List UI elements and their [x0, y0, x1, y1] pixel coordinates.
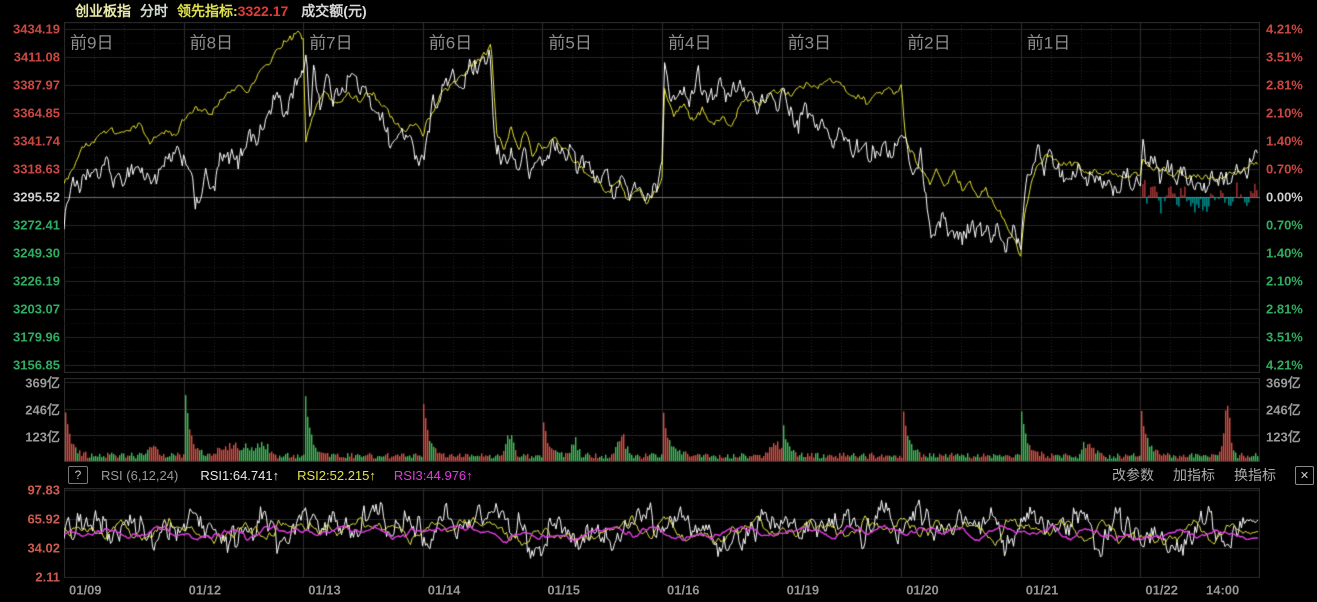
rsi-chart-canvas[interactable]	[64, 488, 1260, 578]
percent-axis-label: 3.51%	[1266, 329, 1303, 345]
percent-axis-label: 1.40%	[1266, 133, 1303, 149]
chart-mode-label: 分时	[140, 2, 168, 19]
percent-axis-label: 0.70%	[1266, 217, 1303, 233]
percent-axis-label: 0.70%	[1266, 161, 1303, 177]
time-axis-label: 01/14	[427, 582, 461, 598]
time-axis-label: 01/16	[667, 582, 700, 598]
rsi1-value: RSI1:64.741↑	[200, 467, 280, 483]
price-axis-label: 3203.07	[13, 301, 60, 317]
price-axis-label: 3272.41	[13, 217, 60, 233]
rsi2-value: RSI2:52.215↑	[297, 467, 376, 483]
price-axis-label: 3364.85	[13, 105, 60, 121]
rsi-panel-header: ? RSI (6,12,24) RSI1:64.741↑ RSI2:52.215…	[64, 463, 473, 487]
leading-indicator-label: 领先指标:	[177, 2, 238, 19]
rsi-indicator-name: RSI (6,12,24)	[101, 467, 179, 483]
percent-axis-label: 4.21%	[1266, 357, 1303, 373]
rsi-axis-label: 2.11	[35, 569, 60, 585]
volume-axis-label-right: 246亿	[1266, 402, 1301, 418]
turnover-label: 成交额(元)	[301, 2, 367, 19]
price-axis-label: 3179.96	[13, 329, 60, 345]
main-price-chart-canvas[interactable]	[64, 22, 1260, 373]
time-axis-label: 14:00	[1206, 582, 1240, 598]
percent-axis-label: 0.00%	[1266, 189, 1303, 205]
price-axis-label: 3226.19	[13, 273, 60, 289]
volume-axis-label-left: 246亿	[25, 402, 60, 418]
percent-axis-label: 2.10%	[1266, 105, 1303, 121]
rsi-axis-label: 34.02	[27, 540, 60, 556]
time-axis-label: 01/19	[786, 582, 820, 598]
volume-axis-label-left: 369亿	[25, 375, 60, 391]
close-indicator-icon[interactable]: ✕	[1295, 465, 1314, 485]
price-axis-label: 3434.19	[13, 21, 60, 37]
time-axis-label: 01/15	[547, 582, 580, 598]
price-axis-label: 3295.52	[13, 189, 60, 205]
price-axis-label: 3411.08	[13, 49, 60, 65]
time-axis-label: 01/20	[906, 582, 939, 598]
rsi-axis-label: 65.92	[27, 511, 60, 527]
time-axis-label: 01/12	[188, 582, 222, 598]
percent-axis-label: 1.40%	[1266, 245, 1303, 261]
rsi-toolbar-button-1[interactable]: 加指标	[1173, 467, 1215, 483]
time-axis-label: 01/09	[69, 582, 102, 598]
rsi-panel-toolbar: 改参数 加指标 换指标 ✕	[1112, 463, 1314, 487]
percent-axis-label: 4.21%	[1266, 21, 1303, 37]
price-axis-label: 3387.97	[13, 77, 60, 93]
price-axis-label: 3318.63	[13, 161, 60, 177]
percent-axis-label: 2.81%	[1266, 301, 1303, 317]
volume-chart-canvas[interactable]	[64, 378, 1260, 462]
rsi-toolbar-button-2[interactable]: 换指标	[1234, 467, 1276, 483]
leading-indicator-value: 3322.17	[237, 2, 289, 19]
time-axis-label: 01/21	[1025, 582, 1059, 598]
time-axis-label: 01/22	[1145, 582, 1178, 598]
time-axis-label: 01/13	[308, 582, 341, 598]
rsi-axis-label: 97.83	[27, 482, 60, 498]
volume-axis-label-right: 369亿	[1266, 375, 1301, 391]
index-name: 创业板指	[75, 2, 131, 19]
percent-axis-label: 2.10%	[1266, 273, 1303, 289]
price-axis-label: 3341.74	[13, 133, 60, 149]
volume-axis-label-right: 123亿	[1266, 429, 1301, 445]
price-axis-label: 3249.30	[13, 245, 60, 261]
volume-axis-label-left: 123亿	[25, 429, 60, 445]
price-axis-label: 3156.85	[13, 357, 60, 373]
percent-axis-label: 2.81%	[1266, 77, 1303, 93]
rsi-help-button[interactable]: ?	[68, 466, 88, 484]
percent-axis-label: 3.51%	[1266, 49, 1303, 65]
chart-header: 创业板指 分时 领先指标:3322.17 成交额(元)	[64, 0, 367, 21]
rsi3-value: RSI3:44.976↑	[393, 467, 473, 483]
rsi-toolbar-button-0[interactable]: 改参数	[1112, 467, 1154, 483]
